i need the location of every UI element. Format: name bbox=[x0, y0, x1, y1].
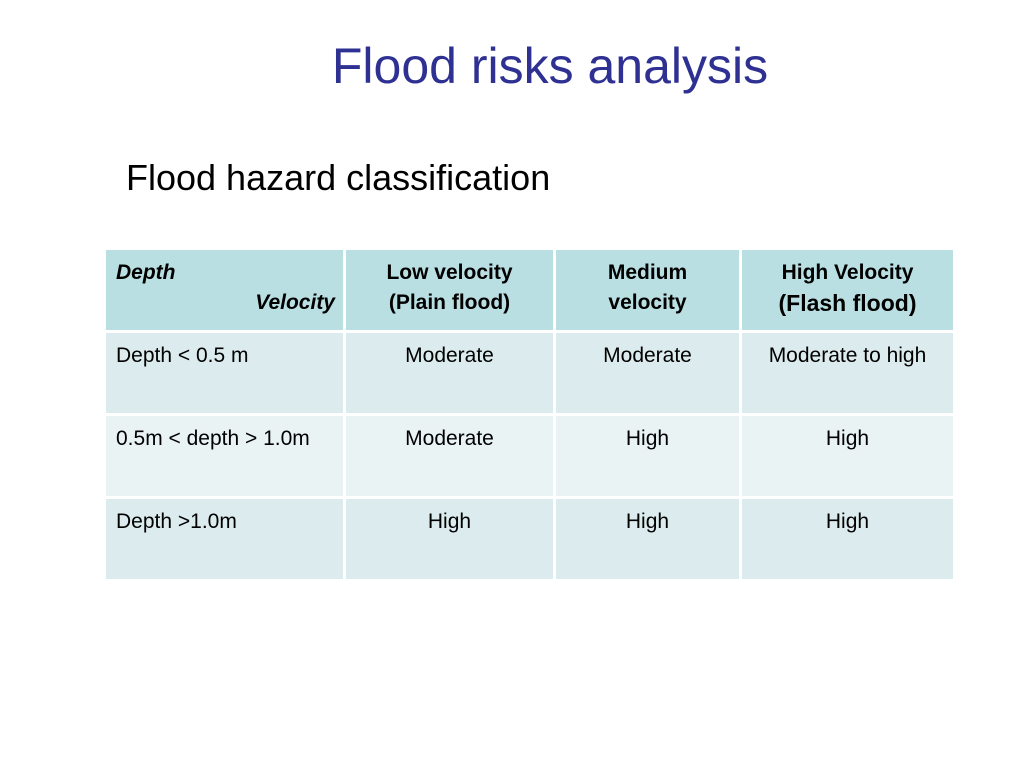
row-label-cell: Depth < 0.5 m bbox=[103, 330, 346, 416]
column-header-low-velocity: Low velocity (Plain flood) bbox=[343, 247, 556, 333]
column-header-medium-velocity: Medium velocity bbox=[553, 247, 742, 333]
table-cell: Moderate bbox=[553, 330, 742, 416]
column-header-line: Low velocity bbox=[386, 261, 513, 284]
table-row: Depth >1.0m High High High bbox=[103, 496, 956, 582]
table-cell: High bbox=[739, 496, 956, 582]
row-label-cell: 0.5m < depth > 1.0m bbox=[103, 413, 346, 499]
table-cell: High bbox=[553, 413, 742, 499]
column-header-line: (Flash flood) bbox=[778, 290, 917, 316]
column-header-line: High Velocity bbox=[781, 261, 914, 284]
row-label-cell: Depth >1.0m bbox=[103, 496, 346, 582]
hazard-classification-table: Depth Velocity Low velocity (Plain flood… bbox=[103, 247, 956, 582]
table-cell: Moderate to high bbox=[739, 330, 956, 416]
table-cell: High bbox=[553, 496, 742, 582]
column-header-line: velocity bbox=[608, 291, 687, 314]
depth-axis-label: Depth bbox=[116, 261, 176, 284]
table-cell: High bbox=[739, 413, 956, 499]
table-row: Depth < 0.5 m Moderate Moderate Moderate… bbox=[103, 330, 956, 416]
table-cell: Moderate bbox=[343, 330, 556, 416]
table-row: 0.5m < depth > 1.0m Moderate High High bbox=[103, 413, 956, 499]
slide-title: Flood risks analysis bbox=[331, 38, 769, 94]
table-cell: Moderate bbox=[343, 413, 556, 499]
column-header-line: Medium bbox=[607, 261, 688, 284]
corner-header-cell: Depth Velocity bbox=[103, 247, 346, 333]
column-header-line: (Plain flood) bbox=[388, 291, 511, 314]
slide-subtitle: Flood hazard classification bbox=[126, 157, 551, 198]
table-header-row: Depth Velocity Low velocity (Plain flood… bbox=[103, 247, 956, 333]
table-cell: High bbox=[343, 496, 556, 582]
column-header-high-velocity: High Velocity (Flash flood) bbox=[739, 247, 956, 333]
velocity-axis-label: Velocity bbox=[255, 291, 335, 314]
